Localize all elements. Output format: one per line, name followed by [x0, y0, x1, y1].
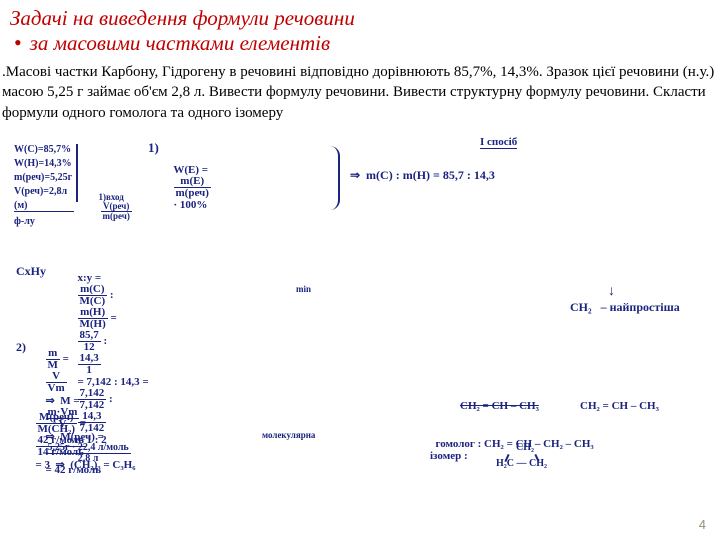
step1-w: W(E) = m(E)m(реч) · 100%: [168, 152, 211, 211]
step2-num: 2): [16, 340, 26, 355]
given-l5: (м): [14, 200, 74, 212]
bullet-icon: •: [14, 30, 30, 55]
ratio-formula: СxHy: [16, 264, 46, 279]
isomer-bottom: H₂C — CH₂: [496, 458, 547, 469]
given-l3: m(реч)=5,25г: [14, 172, 72, 183]
step1-impl: ⇒ m(C) : m(H) = 85,7 : 14,3: [350, 168, 495, 183]
homolog-line: гомолог : CH₂ = CH – CH₂ – CH₃: [430, 426, 594, 450]
arrow-down-icon: ↓: [608, 282, 615, 298]
given-l1: W(С)=85,7%: [14, 144, 71, 155]
sposib-label: І спосіб: [480, 136, 517, 149]
struct-formula: CH₂ = CH – CH₃: [580, 400, 659, 412]
step1-num: 1): [148, 140, 159, 156]
page-number: 4: [699, 517, 706, 532]
brace-icon: [330, 146, 340, 210]
problem-text: .Масові частки Карбону, Гідрогену в речо…: [0, 60, 720, 123]
final-sub: молекулярна: [262, 430, 315, 440]
final-line: M(реч)M(CH₂) = 42 г/моль14 г/моль = 3 ⇒ …: [30, 400, 136, 471]
ratio-min: min: [296, 284, 311, 294]
subtitle-row: •за масовими частками елементів: [0, 30, 720, 60]
subtitle-text: за масовими частками елементів: [30, 31, 330, 55]
ch2-simplest: CH₂ – найпростіша: [570, 300, 680, 315]
given-l2: W(Н)=14,3%: [14, 158, 72, 169]
isomer-label: ізомер :: [430, 450, 468, 462]
given-l6: ф-лу: [14, 216, 35, 227]
given-divider: [76, 144, 78, 202]
isomer-top: CH₂: [516, 442, 534, 453]
step1-uhod: 1)вход V(реч)m(реч): [94, 182, 132, 221]
struct-strike: CH₂ = CH – CH₃: [460, 400, 539, 412]
given-l4: V(реч)=2,8л: [14, 186, 67, 197]
page-title: Задачі на виведення формули речовини: [0, 0, 720, 30]
